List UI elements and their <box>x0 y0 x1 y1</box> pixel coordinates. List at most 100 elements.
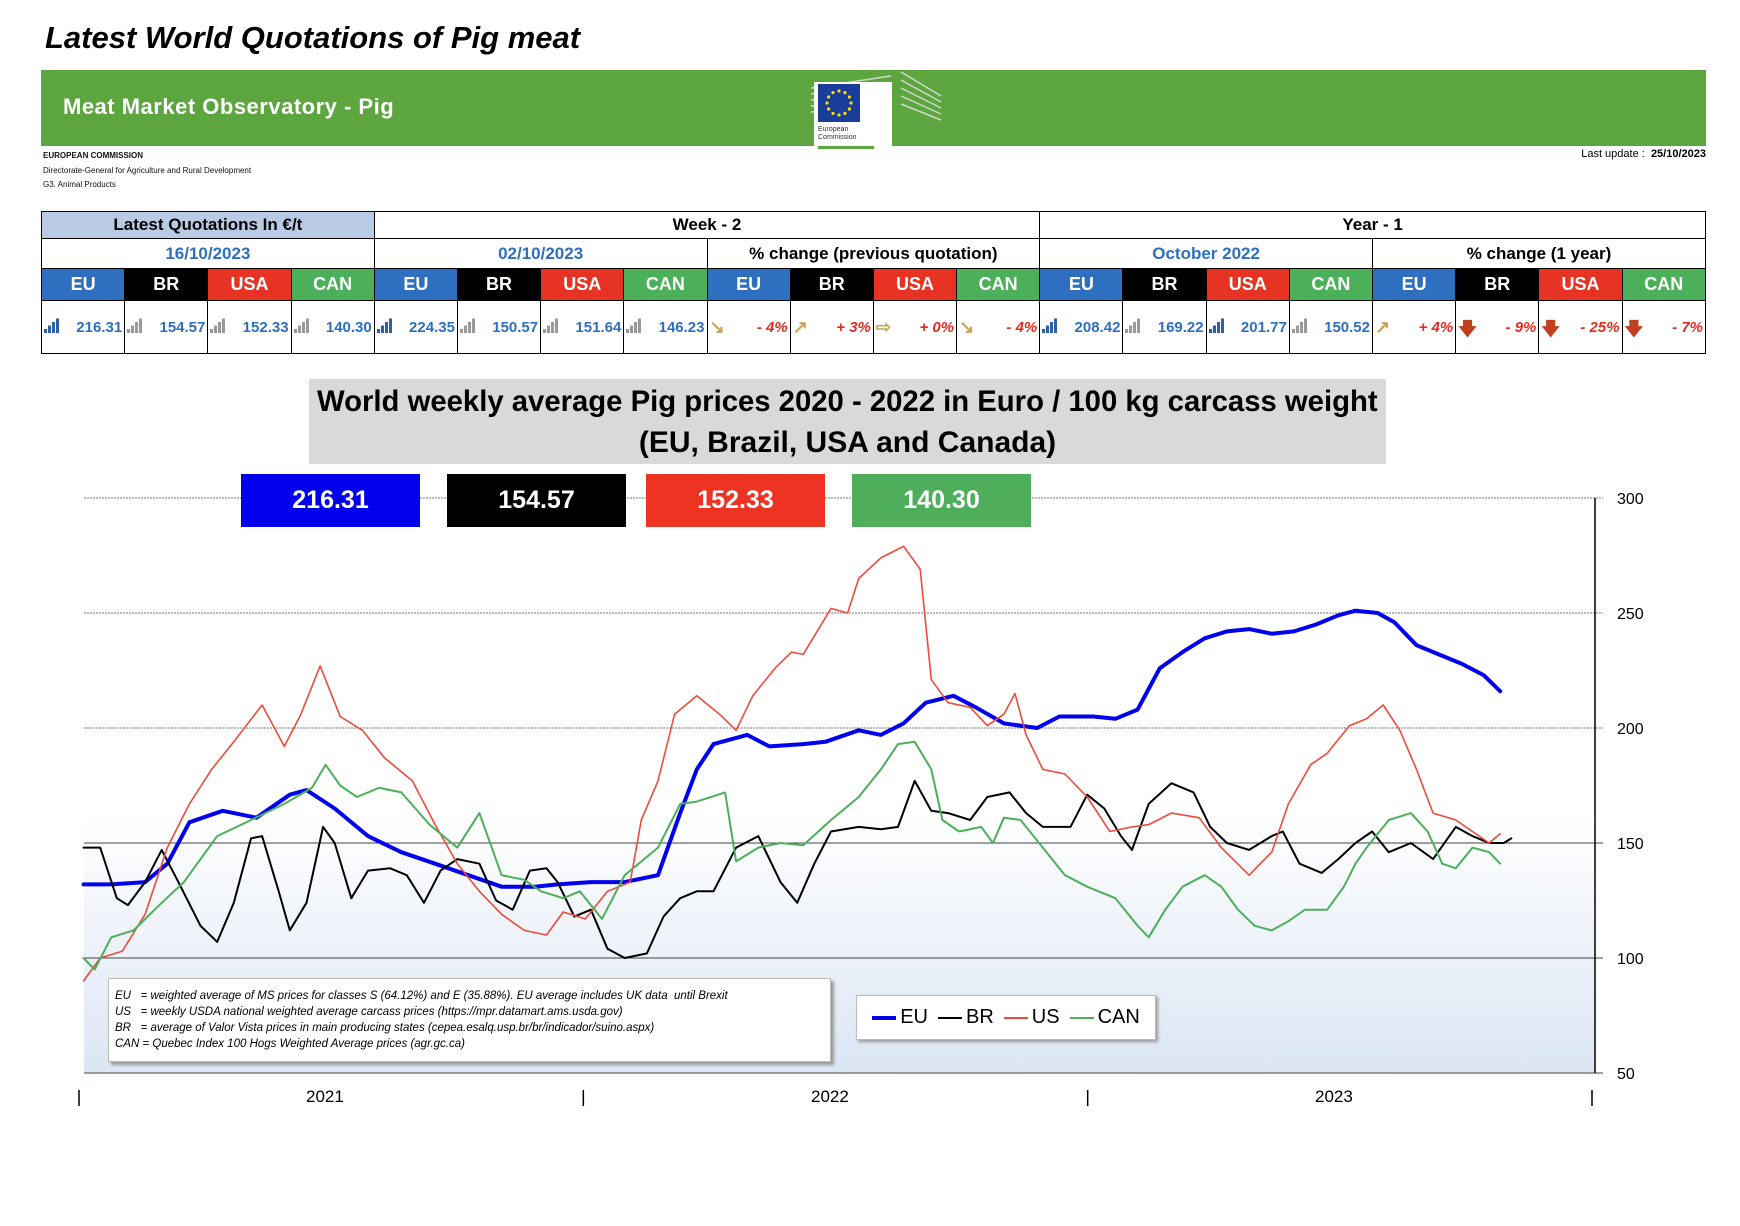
week2_change-can-header: CAN <box>956 268 1041 301</box>
arrow-down-icon: 🡇 <box>1458 319 1477 339</box>
y-tick-label: 200 <box>1617 721 1644 738</box>
series-line-eu <box>81 608 1503 889</box>
br-latest-value-box: 154.57 <box>447 474 626 527</box>
latest-eu-cell: 216.31 <box>40 300 126 354</box>
week2_change-usa-cell: ⇨ + 0% <box>872 300 958 354</box>
week2_change-eu-header: EU <box>706 268 791 301</box>
price-value: 140.30 <box>325 318 372 336</box>
last-update-value: 25/10/2023 <box>1650 148 1706 160</box>
legend-us-swatch <box>1003 1016 1028 1019</box>
y-tick-label: 150 <box>1617 836 1644 853</box>
legend-can-label: CAN <box>1097 1006 1140 1028</box>
arrow-right-icon: ⇨ <box>875 317 891 337</box>
year1_change-eu-header: EU <box>1371 268 1457 301</box>
eu-star-icon <box>831 91 835 95</box>
year1_change-can-cell: 🡇 - 7% <box>1621 300 1707 354</box>
year1-can-header: CAN <box>1288 268 1374 301</box>
price-value: 208.42 <box>1074 318 1121 336</box>
percent-change: + 4% <box>1418 318 1454 336</box>
price-value: 169.22 <box>1157 318 1204 336</box>
last-update-label: Last update : <box>1581 148 1645 160</box>
eu-star-icon <box>831 111 835 115</box>
price-value: 150.52 <box>1324 318 1370 336</box>
legend-can-swatch <box>1069 1016 1094 1019</box>
price-value: 146.23 <box>658 318 705 336</box>
week2-date: 02/10/2023 <box>373 238 708 269</box>
year1_change-br-cell: 🡇 - 9% <box>1455 300 1540 354</box>
latest-usa-cell: 152.33 <box>207 300 292 354</box>
eu-star-icon <box>837 113 841 117</box>
eu-star-icon <box>825 101 829 105</box>
year1_change-usa-cell: 🡇 - 25% <box>1538 300 1623 354</box>
x-tick-label-2021: 2021 <box>306 1087 344 1106</box>
eu-star-icon <box>843 91 847 95</box>
year1-can-cell: 150.52 <box>1288 300 1374 354</box>
year1_change-br-header: BR <box>1455 268 1540 301</box>
chart-title-line1: World weekly average Pig prices 2020 - 2… <box>317 385 1378 418</box>
year1_change-eu-cell: ↗ + 4% <box>1371 300 1457 354</box>
bar-chart-blue-icon <box>376 317 393 337</box>
legend-eu-swatch <box>872 1015 897 1020</box>
european-commission-logo: European Commission <box>810 71 942 156</box>
bar-chart-gray-icon <box>210 317 226 337</box>
year1-br-cell: 169.22 <box>1122 300 1207 354</box>
percent-change: - 9% <box>1505 318 1537 336</box>
eu-star-icon <box>837 89 841 93</box>
y-tick-label: 250 <box>1617 606 1644 623</box>
legend-can: CAN <box>1069 1006 1140 1029</box>
x-tick-label-2023: 2023 <box>1315 1087 1353 1106</box>
arrow-down-right-icon: ↘ <box>959 317 975 337</box>
org-unit: G3. Animal Products <box>43 180 116 189</box>
bar-chart-gray-icon <box>1125 317 1141 337</box>
footnote-br: BR = average of Valor Vista prices in ma… <box>115 1022 655 1034</box>
percent-change: - 4% <box>756 318 788 336</box>
series-line-us <box>82 545 1501 982</box>
bar-chart-blue-icon <box>44 317 60 337</box>
week2-usa-cell: 151.64 <box>540 300 625 354</box>
percent-change: - 25% <box>1580 318 1620 336</box>
eu-star-icon <box>849 101 853 105</box>
legend-br-swatch <box>937 1016 962 1019</box>
arrow-up-right-icon: ↗ <box>1375 317 1391 337</box>
price-value: 224.35 <box>409 318 455 336</box>
footnote-box: EU = weighted average of MS prices for c… <box>108 978 831 1062</box>
page-title: Latest World Quotations of Pig meat <box>45 20 581 55</box>
year1-usa-cell: 201.77 <box>1205 300 1290 354</box>
bar-chart-gray-icon <box>459 317 476 337</box>
bar-chart-blue-icon <box>1208 317 1225 337</box>
year1-usa-header: USA <box>1205 268 1290 301</box>
legend-br-label: BR <box>965 1006 994 1028</box>
week2_change-eu-cell: ↘ - 4% <box>706 300 791 354</box>
eu-star-icon <box>847 107 851 111</box>
price-value: 154.57 <box>159 318 206 336</box>
chart-legend: EU BR US CAN <box>856 995 1156 1040</box>
arrow-down-right-icon: ↘ <box>709 317 725 337</box>
quotations-table: Latest Quotations In €/t Week - 2 Year -… <box>40 211 1707 354</box>
bar-chart-blue-icon <box>1042 317 1058 337</box>
y-tick-label: 300 <box>1617 491 1644 508</box>
year1-date: October 2022 <box>1039 238 1373 269</box>
week2-br-cell: 150.57 <box>456 300 542 354</box>
x-tick-label-2022: 2022 <box>811 1087 849 1106</box>
legend-eu: EU <box>872 1006 928 1029</box>
week2-eu-cell: 224.35 <box>373 300 458 354</box>
footnote-can: CAN = Quebec Index 100 Hogs Weighted Ave… <box>115 1038 465 1050</box>
arrow-up-right-icon: ↗ <box>792 317 808 337</box>
plot-area <box>84 498 1595 1073</box>
y-tick-label: 50 <box>1617 1066 1635 1083</box>
eu-star-icon <box>827 95 831 99</box>
bar-chart-gray-icon <box>1291 317 1308 337</box>
can-latest-value-box: 140.30 <box>852 474 1031 527</box>
arrow-down-icon: 🡇 <box>1624 319 1644 339</box>
series-line-can <box>82 740 1502 971</box>
footnote-eu: EU = weighted average of MS prices for c… <box>115 990 728 1002</box>
percent-change: + 0% <box>919 318 955 336</box>
chart-title: World weekly average Pig prices 2020 - 2… <box>309 379 1386 464</box>
latest-br-header: BR <box>124 268 209 301</box>
org-name: EUROPEAN COMMISSION <box>43 151 144 160</box>
legend-us: US <box>1003 1006 1060 1029</box>
usa-latest-value-box: 152.33 <box>646 474 825 527</box>
year1-br-header: BR <box>1122 268 1207 301</box>
latest-br-cell: 154.57 <box>124 300 209 354</box>
